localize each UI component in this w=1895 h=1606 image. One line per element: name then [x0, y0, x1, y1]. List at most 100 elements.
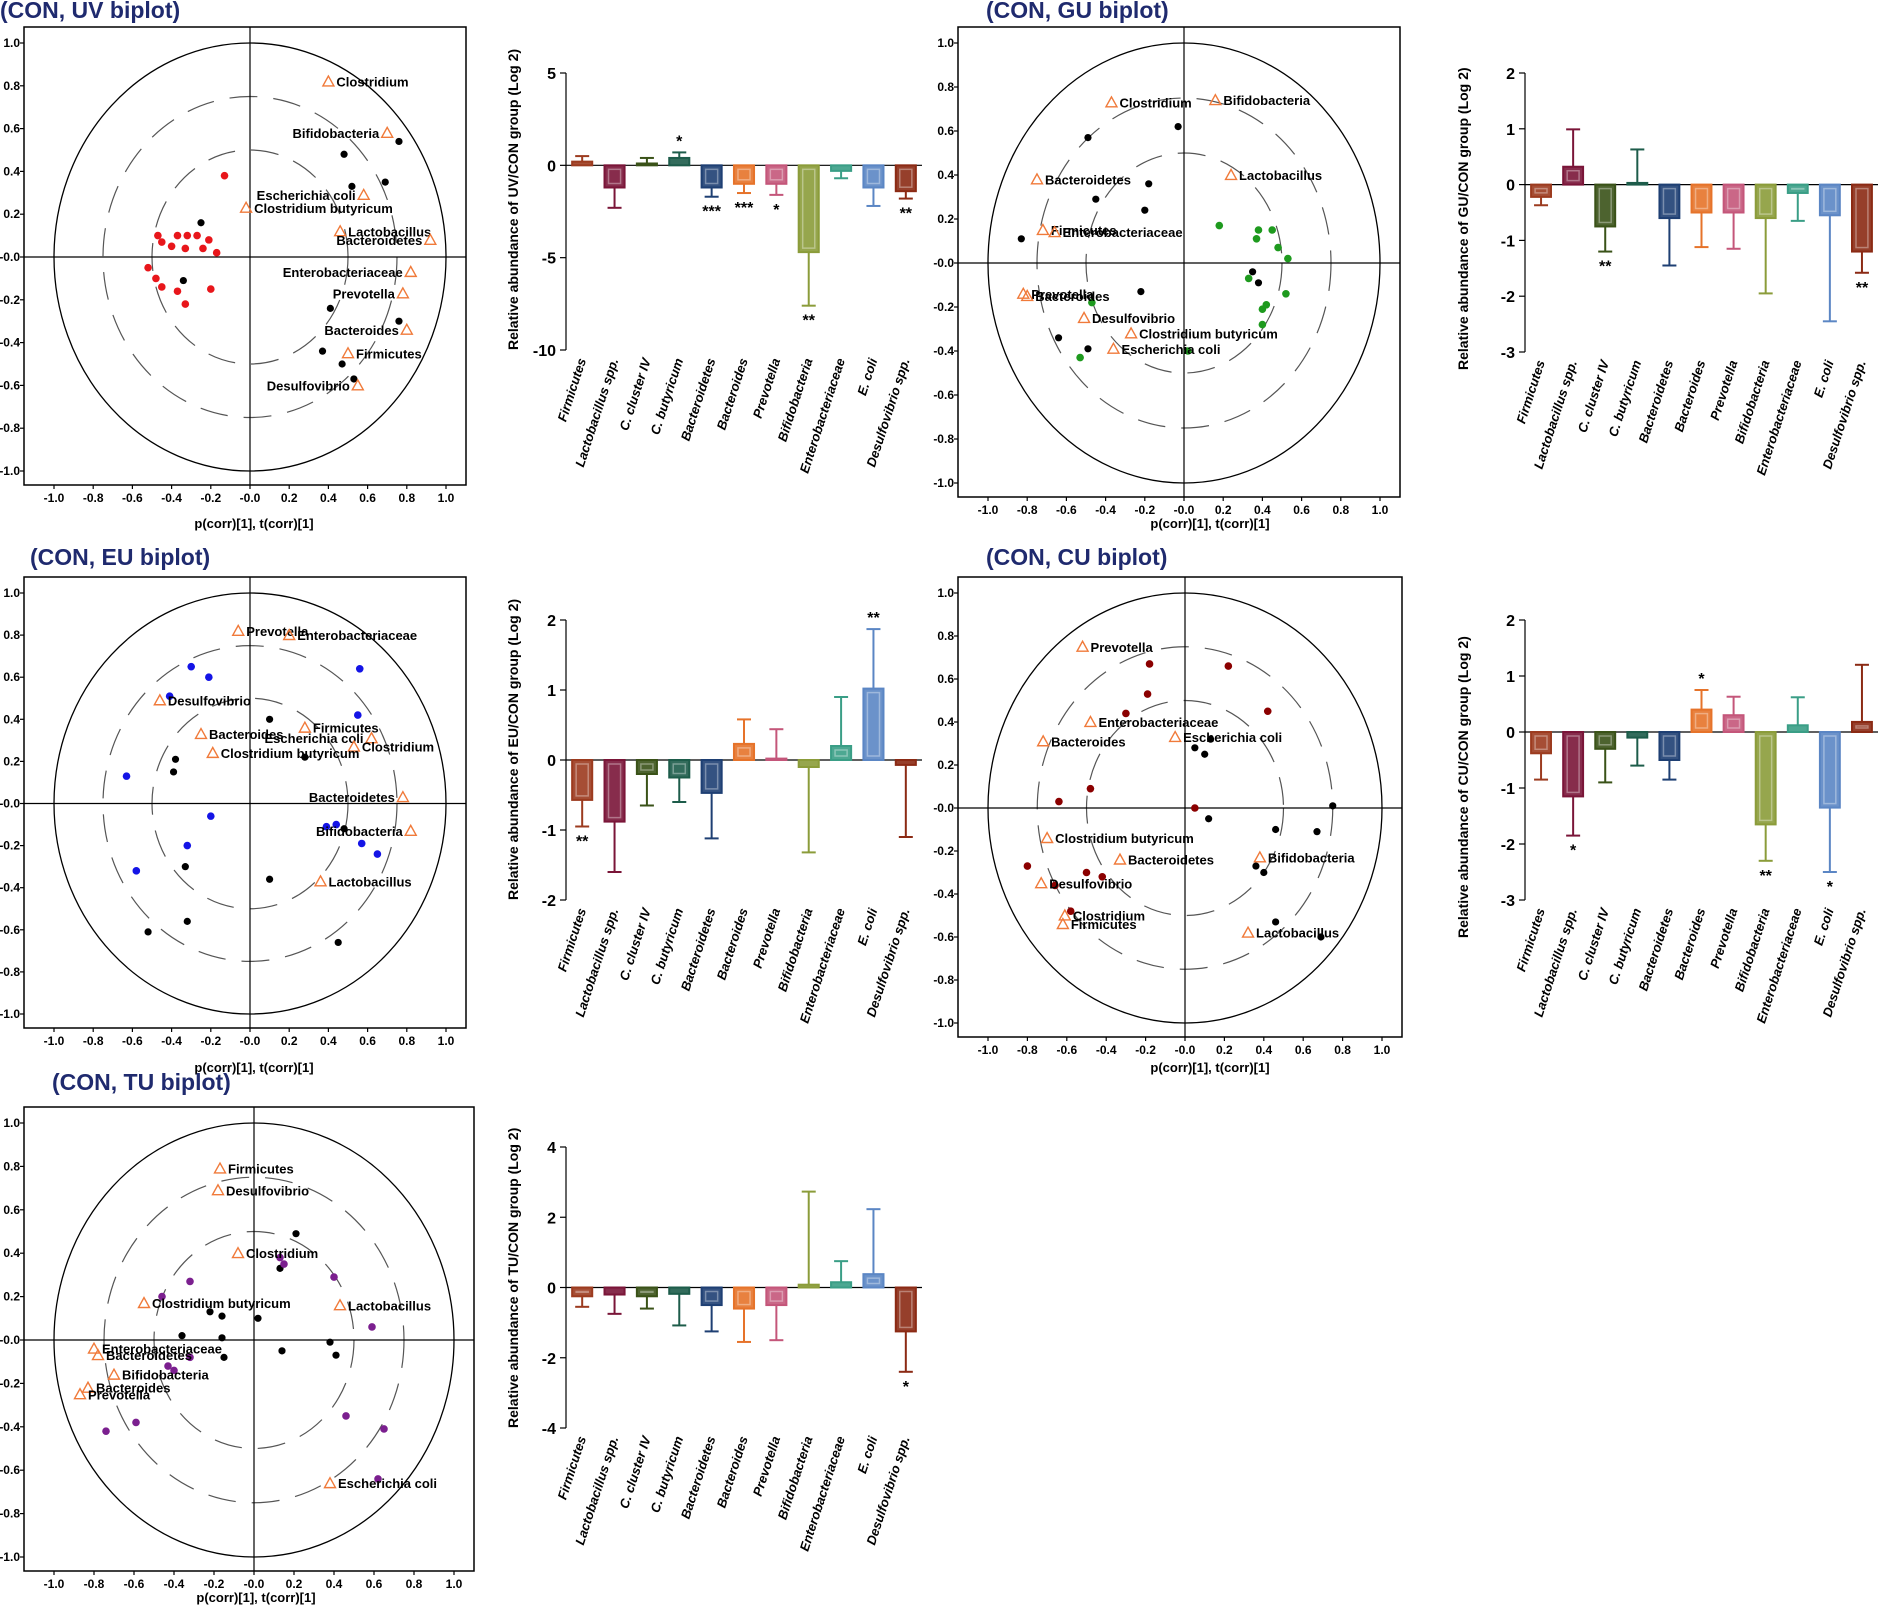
control-sample-point [197, 219, 205, 227]
control-sample-point [1260, 868, 1268, 877]
x-tick-label: 0.2 [1215, 503, 1232, 517]
control-sample-point [334, 938, 342, 947]
variable-bacteroidetes-marker [396, 790, 410, 803]
x-tick-label: -0.2 [200, 491, 221, 505]
bar-highlight [834, 749, 848, 757]
x-tick-label: -0.6 [124, 1577, 145, 1591]
variable-clostridium-label: Clostridium [362, 740, 434, 755]
y-tick-label: -1 [1501, 233, 1515, 250]
variable-clostridium-marker [321, 74, 336, 87]
variable-bacteroidetes-label: Bacteroidetes [1128, 853, 1214, 868]
bar-bacteroidetes [1658, 183, 1681, 220]
category-label: C. cluster IV [616, 355, 654, 432]
biplot-cu-frame [957, 576, 1403, 1038]
variable-escherichia-coli-label: Escherichia coli [1121, 342, 1220, 357]
bar-highlight [640, 763, 654, 771]
x-tick-label: 0.4 [1255, 1043, 1272, 1057]
bar-firmicutes [1530, 731, 1552, 755]
y-tick-label: 0.6 [937, 124, 954, 138]
bar-highlight [769, 1290, 784, 1302]
variable-bifidobacteria-label: Bifidobacteria [1223, 93, 1310, 108]
x-tick-label: 0.2 [1216, 1043, 1233, 1057]
variable-bacteroidetes-marker [423, 232, 438, 245]
treatment-sample-point [1263, 707, 1272, 716]
variable-prevotella-label: Prevotella [333, 286, 396, 301]
treatment-sample-point [368, 1323, 376, 1331]
treatment-sample-point [330, 1273, 338, 1281]
bar-highlight [575, 763, 589, 797]
category-label: Bacteroidetes [678, 356, 719, 442]
bar-highlight [640, 1290, 654, 1294]
treatment-sample-point [199, 244, 207, 253]
y-tick-label: -1.0 [0, 1007, 20, 1021]
treatment-sample-point [181, 244, 190, 253]
variable-escherichia-coli-label: Escherichia coli [265, 731, 364, 746]
variable-lactobacillus-label: Lactobacillus [1256, 926, 1339, 941]
control-sample-point [1191, 744, 1199, 752]
variable-bacteroidetes-label: Bacteroidetes [309, 790, 395, 805]
bar-cu: Relative abundance of CU/CON group (Log … [1455, 613, 1878, 1025]
y-tick-label: -1.0 [0, 464, 20, 478]
variable-prevotella-marker [231, 623, 245, 636]
biplot-uv-xlabel: p(corr)[1], t(corr)[1] [194, 516, 313, 531]
variable-escherichia-coli-label: Escherichia coli [1183, 730, 1282, 745]
treatment-sample-point [186, 1277, 194, 1286]
bar-firmicutes [1530, 183, 1552, 198]
variable-firmicutes-marker [213, 1161, 227, 1174]
biplot-tu-body: -1.0 -1.0 -0.8 -0.8 -0.6 -0.6 -0.4 -0.4 -0.2 -0.2… [0, 1107, 474, 1591]
bar-e-coli [1818, 731, 1841, 809]
bar-highlight [866, 691, 881, 757]
bar-highlight [1694, 712, 1709, 729]
treatment-sample-point [207, 812, 215, 820]
y-tick-label: 1.0 [3, 586, 20, 600]
variable-bacteroides-label: Bacteroides [1051, 734, 1125, 749]
x-tick-label: 0.8 [406, 1577, 423, 1591]
variable-desulfovibrio-marker [1034, 876, 1048, 889]
variable-desulfovibrio-label: Desulfovibrio [226, 1183, 309, 1198]
bar-highlight [899, 1290, 913, 1329]
variable-enterobacteriaceae-marker [282, 628, 296, 641]
y-tick-label: -1.0 [933, 1016, 954, 1030]
y-tick-label: 0.2 [937, 212, 954, 226]
x-tick-label: 0.6 [366, 1577, 383, 1591]
category-label: Bacteroidetes [678, 1434, 719, 1520]
variable-clostridium-marker [1058, 908, 1072, 921]
bar-highlight [769, 168, 784, 181]
treatment-sample-point [1088, 298, 1096, 307]
category-label: Firmicutes [1513, 906, 1548, 973]
significance-marker: * [773, 202, 780, 219]
variable-bacteroidetes-label: Bacteroidetes [1045, 172, 1131, 187]
bar-highlight [704, 168, 719, 185]
control-sample-point [1201, 750, 1209, 758]
variable-bifidobacteria-marker [404, 823, 418, 836]
bar-highlight [704, 763, 719, 790]
treatment-sample-point [102, 1427, 110, 1435]
bar-desulfovibrio-spp [894, 759, 917, 766]
y-tick-label: 0 [547, 1281, 556, 1298]
bar-highlight [704, 1290, 719, 1302]
y-tick-label: -0.6 [933, 930, 954, 944]
control-sample-point [1092, 195, 1100, 203]
y-tick-label: 0.4 [937, 715, 954, 729]
x-tick-label: 0.8 [398, 1034, 415, 1048]
variable-lactobacillus-marker [313, 874, 328, 887]
bar-lactobacillus-spp [1562, 731, 1585, 798]
bar-highlight [801, 168, 816, 249]
variable-prevotella-marker [73, 1387, 87, 1400]
variable-firmicutes-label: Firmicutes [356, 346, 422, 361]
bar-tu-ylabel: Relative abundance of TU/CON group (Log … [505, 1128, 521, 1428]
bar-desulfovibrio-spp [1851, 183, 1873, 253]
y-tick-label: -4 [542, 1421, 556, 1438]
category-label: Bacteroidetes [1635, 358, 1676, 444]
control-sample-point [178, 1332, 186, 1340]
bar-uv-ylabel: Relative abundance of UV/CON group (Log … [505, 49, 521, 350]
treatment-sample-point [1145, 660, 1154, 668]
treatment-sample-point [1082, 868, 1091, 877]
x-tick-label: 0.6 [1295, 1043, 1312, 1057]
bar-c-butyricum [668, 156, 691, 167]
variable-clostridium-butyricum-label: Clostridium butyricum [1139, 326, 1278, 341]
y-tick-label: -0.0 [0, 1333, 20, 1347]
treatment-sample-point [1055, 797, 1063, 806]
treatment-sample-point [122, 772, 131, 780]
